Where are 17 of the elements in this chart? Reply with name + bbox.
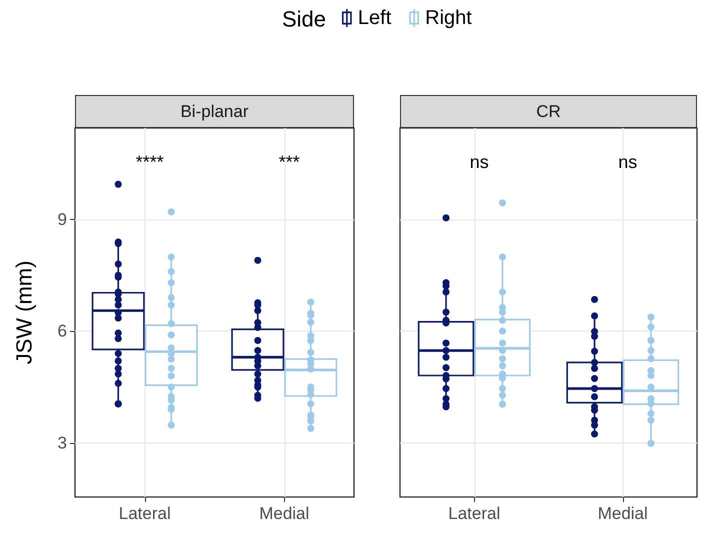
y-tick-label: 3	[58, 433, 67, 452]
panel-header: CR	[400, 95, 697, 128]
x-tick-label: Medial	[259, 504, 310, 523]
y-tick-label: 6	[58, 322, 67, 341]
legend-title: Side	[282, 6, 326, 32]
x-tick-label: Lateral	[118, 504, 171, 523]
legend-label: Left	[358, 7, 392, 29]
annotation: ns	[618, 152, 638, 172]
y-tick-label: 9	[58, 210, 67, 229]
y-axis-title: JSW (mm)	[12, 260, 36, 364]
annotation: ns	[470, 152, 489, 172]
panel-header: Bi-planar	[75, 95, 354, 128]
annotation: ***	[278, 152, 300, 172]
legend-label: Right	[425, 7, 472, 29]
annotation: ****	[136, 152, 164, 172]
x-tick-label: Lateral	[448, 504, 500, 523]
x-tick-label: Medial	[598, 504, 648, 523]
